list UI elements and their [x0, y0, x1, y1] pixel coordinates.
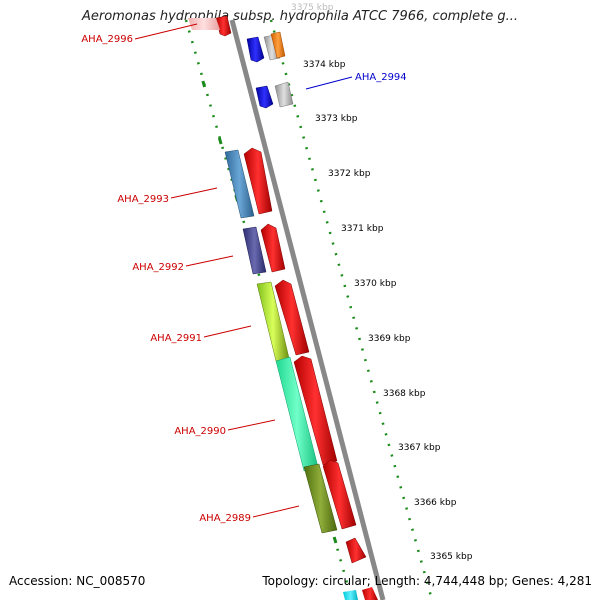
tick-label: 3370 kbp	[354, 279, 397, 289]
tick-label: 3373 kbp	[315, 114, 358, 124]
gene-red-2989	[322, 459, 357, 530]
gene-blue-1	[246, 36, 265, 63]
tick-label: 3367 kbp	[398, 443, 441, 453]
gene-label-aha-2990: AHA_2990	[174, 426, 226, 437]
tick-label: 3375 kbp	[291, 3, 334, 13]
gene-red-bottom	[362, 587, 378, 600]
gene-labels: AHA_2996 AHA_2994 AHA_2993 AHA_2992 AHA_…	[81, 34, 406, 524]
tick-label: 3374 kbp	[303, 60, 346, 70]
gene-red-2992	[260, 223, 286, 273]
gene-steel-blue	[224, 149, 255, 219]
tick-label: 3366 kbp	[414, 498, 457, 508]
gene-label-aha-2992: AHA_2992	[132, 262, 184, 273]
gene-label-aha-2991: AHA_2991	[150, 333, 202, 344]
genome-stats-text: Topology: circular; Length: 4,744,448 bp…	[262, 574, 592, 588]
gene-pink	[188, 18, 220, 30]
reverse-strand-genes	[224, 36, 358, 600]
gene-red-2991	[274, 279, 310, 356]
genome-backbone	[229, 19, 386, 600]
gene-blue-2	[255, 85, 274, 109]
accession-text: Accession: NC_008570	[9, 574, 146, 588]
tick-label: 3369 kbp	[368, 334, 411, 344]
inner-dotted-ring	[184, 19, 354, 600]
label-leader-lines	[134, 23, 353, 518]
forward-strand-genes	[188, 15, 378, 600]
gene-orange	[270, 31, 286, 59]
tick-label: 3371 kbp	[341, 224, 384, 234]
gene-cyan	[343, 590, 358, 600]
tick-label: 3368 kbp	[383, 389, 426, 399]
tick-label: 3372 kbp	[328, 169, 371, 179]
gene-gray-2	[274, 81, 294, 108]
gene-label-aha-2994: AHA_2994	[355, 72, 407, 83]
outer-dotted-ring	[269, 19, 434, 600]
gene-label-aha-2989: AHA_2989	[199, 513, 251, 524]
gene-purple	[242, 226, 267, 275]
tick-label: 3365 kbp	[430, 552, 473, 562]
gene-red-2996	[215, 15, 232, 37]
gene-red-2990	[293, 355, 338, 466]
gene-olive	[303, 463, 338, 534]
kbp-tick-labels: 3375 kbp 3374 kbp 3373 kbp 3372 kbp 3371…	[291, 3, 473, 562]
gene-red-small	[345, 537, 367, 564]
gene-red-2993	[243, 147, 273, 215]
gene-label-aha-2993: AHA_2993	[117, 194, 169, 205]
gene-label-aha-2996: AHA_2996	[81, 34, 133, 45]
